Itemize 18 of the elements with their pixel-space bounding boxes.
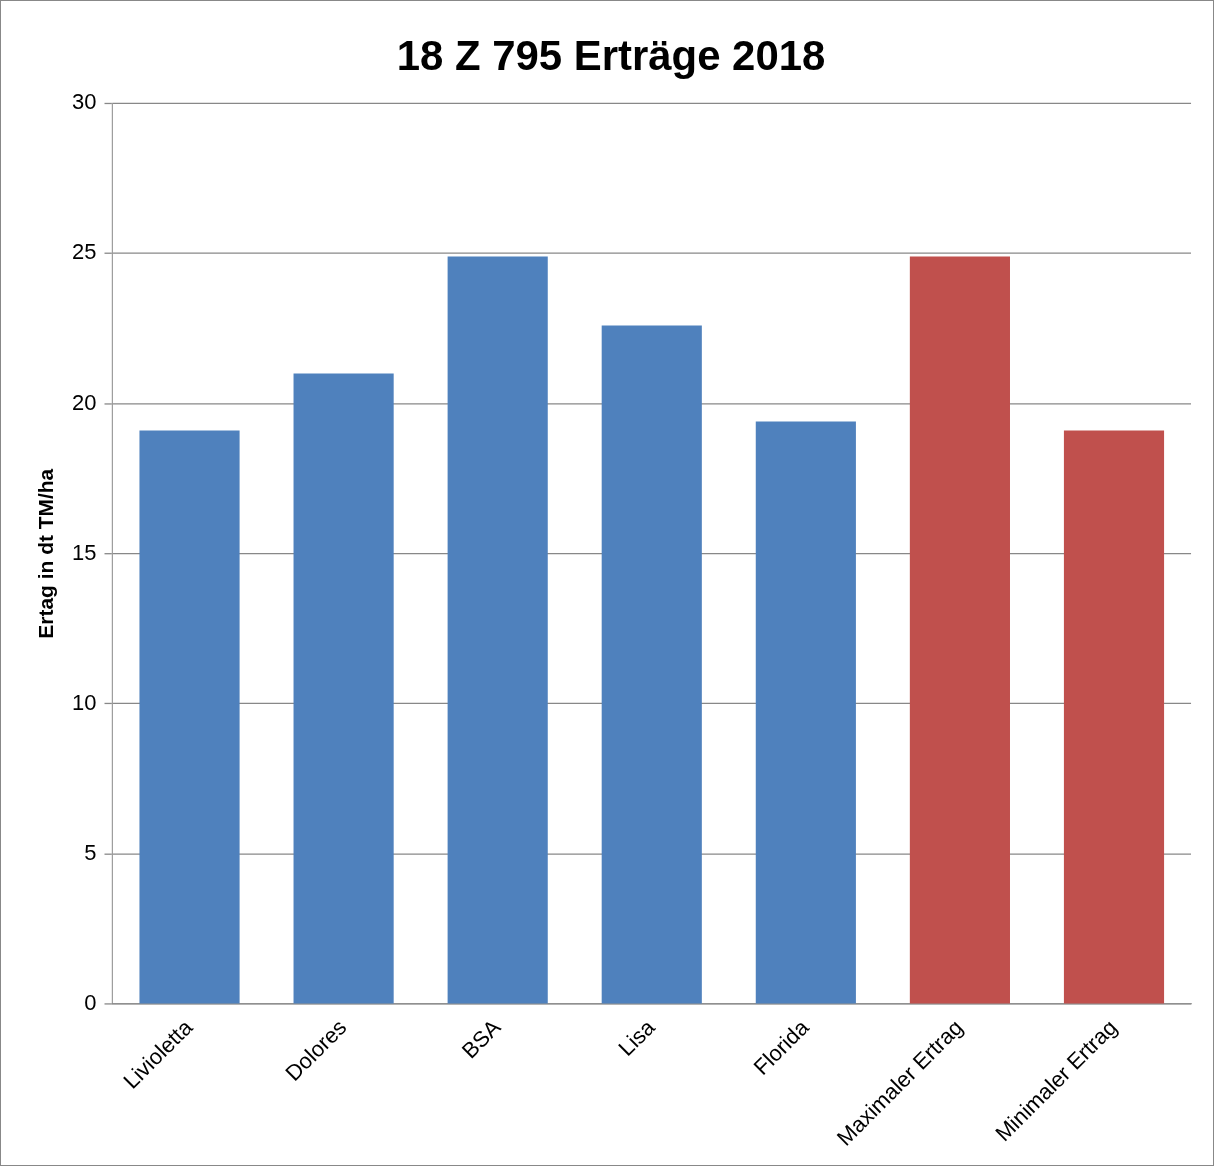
y-tick-label: 10 (72, 689, 97, 715)
bar (447, 256, 548, 1004)
y-tick-label: 5 (84, 840, 97, 866)
bar (755, 421, 856, 1004)
bar (601, 325, 702, 1004)
chart-title: 18 Z 795 Erträge 2018 (396, 31, 826, 79)
y-tick-label: 20 (72, 389, 97, 415)
bar (293, 373, 394, 1004)
y-axis-title: Ertag in dt TM/ha (34, 468, 58, 639)
bar (1063, 430, 1165, 1004)
y-tick-label: 30 (72, 89, 97, 115)
bar (139, 430, 240, 1004)
y-tick-label: 15 (72, 539, 97, 565)
x-tick-label: BSA (456, 1014, 506, 1064)
y-tick-label: 0 (84, 990, 97, 1016)
bar (909, 256, 1010, 1004)
x-tick-label: Lisa (613, 1014, 661, 1061)
y-tick-label: 25 (72, 239, 97, 265)
